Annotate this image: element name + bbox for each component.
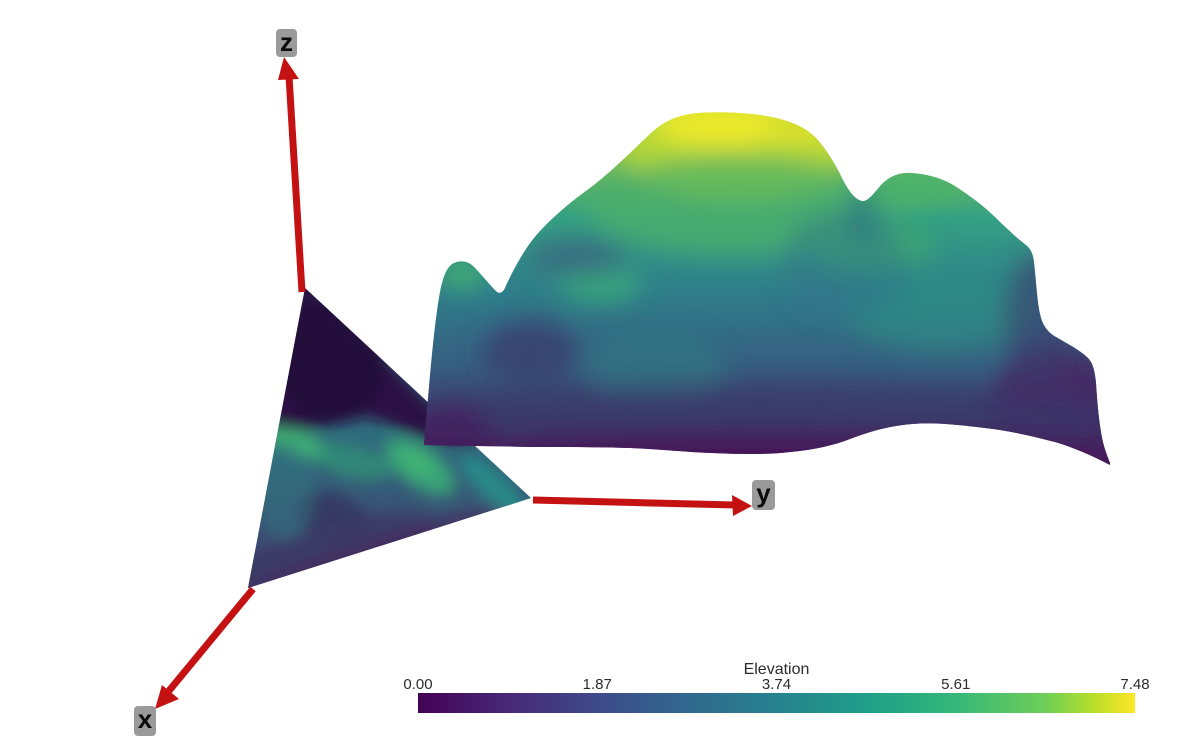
x-axis-arrow <box>155 586 256 709</box>
terrain-mesh <box>424 112 1110 465</box>
colorbar: Elevation 0.00 1.87 3.74 5.61 7.48 <box>403 661 1150 713</box>
z-axis-arrow <box>278 57 306 293</box>
colorbar-tick-4: 7.48 <box>1120 676 1149 693</box>
colorbar-title: Elevation <box>744 661 810 678</box>
x-axis-label: x <box>134 704 156 736</box>
z-axis-label-text: z <box>280 27 293 57</box>
colorbar-tick-1: 1.87 <box>583 676 612 693</box>
z-axis-label: z <box>276 27 297 57</box>
colorbar-tick-2: 3.74 <box>762 676 791 693</box>
y-axis-label-text: y <box>756 478 771 508</box>
y-axis-arrow <box>532 495 752 516</box>
y-axis-label: y <box>752 478 775 510</box>
x-axis-label-text: x <box>138 704 153 734</box>
colorbar-tick-0: 0.00 <box>403 676 432 693</box>
colorbar-tick-3: 5.61 <box>941 676 970 693</box>
colorbar-gradient <box>418 693 1135 713</box>
